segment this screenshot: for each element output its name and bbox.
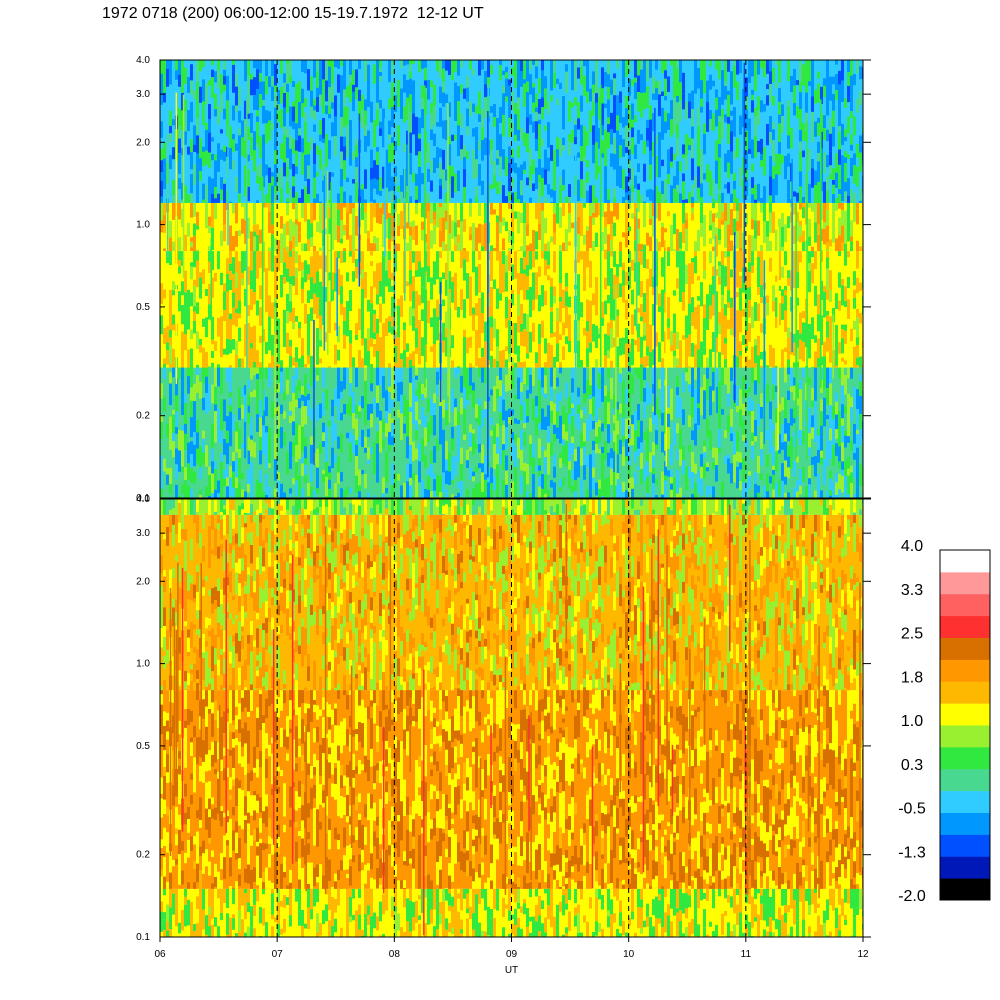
top-y-tick-label: 4.0 [136,55,150,66]
colorbar-swatch [940,856,990,879]
colorbar: 4.0 3.3 2.5 1.8 1.0 0.3 -0.5 -1.3 -2.0 [898,538,991,905]
bottom-y-tick-label: 0.1 [136,932,150,943]
top-y-tick-label: 0.2 [136,411,150,422]
colorbar-swatch [940,834,990,857]
colorbar-swatch [940,746,990,770]
x-tick-label: 06 [154,949,166,960]
bottom-y-tick-label: 0.2 [136,850,150,861]
colorbar-swatch [940,550,990,573]
colorbar-label: 1.8 [901,669,923,686]
colorbar-swatch [940,637,990,660]
panel-overlay [276,60,747,937]
top-y-tick-label: 3.0 [136,89,150,100]
colorbar-swatch [940,878,990,901]
colorbar-label: 4.0 [901,538,923,555]
colorbar-label: -0.5 [898,801,926,818]
colorbar-label: 0.3 [901,757,923,774]
colorbar-swatch [940,659,990,682]
colorbar-swatch [940,812,990,835]
colorbar-swatch [940,703,990,726]
x-tick-label: 10 [623,949,635,960]
bottom-y-tick-label: 2.0 [136,576,150,587]
top-panel-heatmap [160,60,863,498]
colorbar-label: -2.0 [898,888,926,905]
bottom-panel-heatmap [160,499,863,937]
bottom-y-tick-label: 3.0 [136,528,150,539]
bottom-y-tick-label: 0.5 [136,741,150,752]
colorbar-label: 2.5 [901,626,923,643]
x-tick-label: 11 [741,949,752,960]
colorbar-swatch [940,571,990,595]
colorbar-swatch [940,790,990,813]
colorbar-swatch [940,768,990,792]
bottom-y-tick-label: 1.0 [136,659,150,670]
colorbar-label: 1.0 [901,713,923,730]
chart-title: 1972 0718 (200) 06:00-12:00 15-19.7.1972… [102,5,484,22]
top-y-tick-label: 2.0 [136,137,150,148]
x-tick-label: 07 [272,949,284,960]
colorbar-swatch [940,681,990,704]
x-tick-label: 09 [506,949,518,960]
colorbar-swatch [940,725,990,748]
top-panel-frame [159,59,864,499]
top-y-tick-label: 1.0 [136,220,150,231]
axes: 0.10.20.51.02.03.04.00.10.20.51.02.03.04… [136,55,871,976]
x-tick-label: 08 [389,949,401,960]
colorbar-swatch [940,615,990,638]
bottom-y-tick-label: 4.0 [136,494,150,505]
top-y-tick-label: 0.5 [136,302,150,313]
colorbar-swatch [940,593,990,617]
colorbar-frame [939,549,991,901]
x-axis-label: UT [505,965,518,976]
colorbar-label: 3.3 [901,582,923,599]
colorbar-label: -1.3 [898,844,926,861]
top-y-tick-label: 0.1 [136,493,150,504]
x-tick-label: 12 [857,949,869,960]
